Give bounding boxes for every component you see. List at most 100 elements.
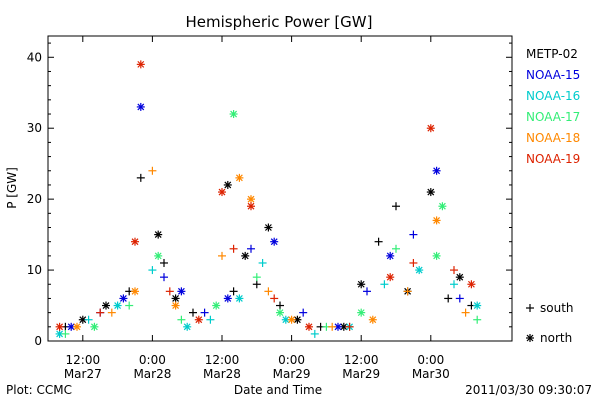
marker-legend-south-symbol [526, 304, 534, 312]
point-noaa-17 [229, 110, 238, 119]
point-noaa-15 [136, 102, 145, 111]
point-noaa-19 [467, 280, 476, 289]
point-noaa-16 [206, 315, 215, 324]
point-noaa-16 [148, 266, 157, 275]
point-noaa-19 [165, 287, 174, 296]
point-noaa-17 [177, 315, 186, 324]
point-metp-02 [189, 308, 197, 317]
point-noaa-16 [113, 301, 122, 310]
point-noaa-19 [218, 188, 226, 197]
y-axis: 0 10 20 30 40 [27, 42, 512, 348]
x-tick-time: 0:00 [139, 353, 166, 367]
point-noaa-16 [310, 329, 319, 338]
point-metp-02 [444, 294, 453, 303]
point-noaa-19 [270, 294, 279, 303]
point-metp-02 [223, 180, 232, 189]
point-noaa-19 [386, 273, 395, 282]
point-noaa-15 [119, 294, 128, 303]
point-noaa-19 [305, 322, 313, 331]
point-noaa-18 [73, 322, 81, 331]
point-noaa-18 [461, 308, 470, 317]
plot-timestamp: 2011/03/30 09:30:07 [465, 383, 592, 397]
point-noaa-15 [270, 237, 279, 246]
legend-noaa-15: NOAA-15 [526, 68, 580, 82]
point-noaa-17 [432, 251, 441, 260]
point-noaa-15 [363, 287, 371, 296]
point-noaa-18 [328, 322, 337, 331]
x-tick-date: Mar28 [203, 367, 241, 381]
point-noaa-17 [125, 301, 134, 310]
point-noaa-19 [55, 322, 64, 331]
point-noaa-15 [455, 294, 464, 303]
point-noaa-18 [403, 287, 412, 296]
x-axis-label: Date and Time [234, 383, 322, 397]
x-axis: 12:00Mar270:00Mar2812:00Mar280:00Mar2912… [64, 36, 450, 381]
marker-legend-south: south [540, 301, 574, 315]
point-noaa-18 [432, 216, 441, 225]
marker-legend-north: north [540, 331, 572, 345]
point-noaa-15 [223, 294, 232, 303]
point-metp-02 [374, 237, 383, 246]
point-metp-02 [154, 230, 163, 239]
y-tick-label: 30 [27, 121, 42, 135]
point-noaa-17 [212, 301, 221, 310]
point-noaa-16 [55, 329, 64, 338]
point-metp-02 [229, 287, 238, 296]
point-metp-02 [102, 301, 110, 310]
legend-metp-02: METP-02 [526, 47, 578, 61]
point-metp-02 [136, 173, 145, 182]
point-metp-02 [357, 280, 366, 289]
point-noaa-17 [252, 273, 261, 282]
point-noaa-15 [160, 273, 168, 282]
point-noaa-16 [415, 266, 424, 275]
point-noaa-17 [473, 315, 482, 324]
point-metp-02 [241, 251, 250, 260]
point-noaa-19 [229, 244, 238, 253]
point-noaa-19 [450, 266, 458, 275]
point-noaa-15 [247, 244, 255, 253]
x-tick-time: 0:00 [417, 353, 444, 367]
point-metp-02 [252, 280, 261, 289]
point-noaa-16 [183, 322, 192, 331]
point-noaa-16 [473, 301, 482, 310]
point-noaa-15 [409, 230, 418, 239]
y-tick-label: 40 [27, 50, 42, 64]
point-metp-02 [426, 188, 435, 197]
point-metp-02 [78, 315, 87, 324]
point-noaa-19 [131, 237, 139, 246]
x-tick-date: Mar29 [273, 367, 311, 381]
x-tick-date: Mar27 [64, 367, 102, 381]
point-noaa-18 [148, 166, 157, 175]
point-noaa-15 [177, 287, 186, 296]
legend: METP-02 NOAA-15 NOAA-16 NOAA-17 NOAA-18 NOAA-… [526, 47, 580, 345]
y-axis-label: P [GW] [5, 167, 19, 209]
point-noaa-18 [131, 287, 139, 296]
point-metp-02 [276, 301, 284, 310]
point-metp-02 [160, 258, 168, 267]
point-noaa-19 [345, 322, 354, 331]
x-tick-date: Mar29 [342, 367, 380, 381]
point-metp-02 [171, 294, 180, 303]
point-noaa-15 [432, 166, 441, 175]
x-tick-time: 0:00 [278, 353, 305, 367]
point-noaa-19 [426, 124, 435, 133]
x-tick-time: 12:00 [66, 353, 101, 367]
point-noaa-16 [235, 294, 244, 303]
point-noaa-18 [264, 287, 273, 296]
plot-source-label: Plot: CCMC [6, 383, 72, 397]
legend-noaa-16: NOAA-16 [526, 89, 580, 103]
plot-area [47, 35, 513, 342]
marker-legend-north-symbol [526, 334, 534, 342]
legend-noaa-18: NOAA-18 [526, 131, 580, 145]
point-noaa-16 [380, 280, 389, 289]
x-tick-date: Mar30 [412, 367, 450, 381]
chart-title: Hemispheric Power [GW] [186, 13, 373, 31]
point-noaa-19 [194, 315, 203, 324]
point-noaa-15 [200, 308, 209, 317]
point-noaa-17 [438, 202, 447, 211]
x-tick-date: Mar28 [133, 367, 171, 381]
point-noaa-18 [107, 308, 116, 317]
point-noaa-17 [392, 244, 400, 253]
point-noaa-15 [299, 308, 308, 317]
